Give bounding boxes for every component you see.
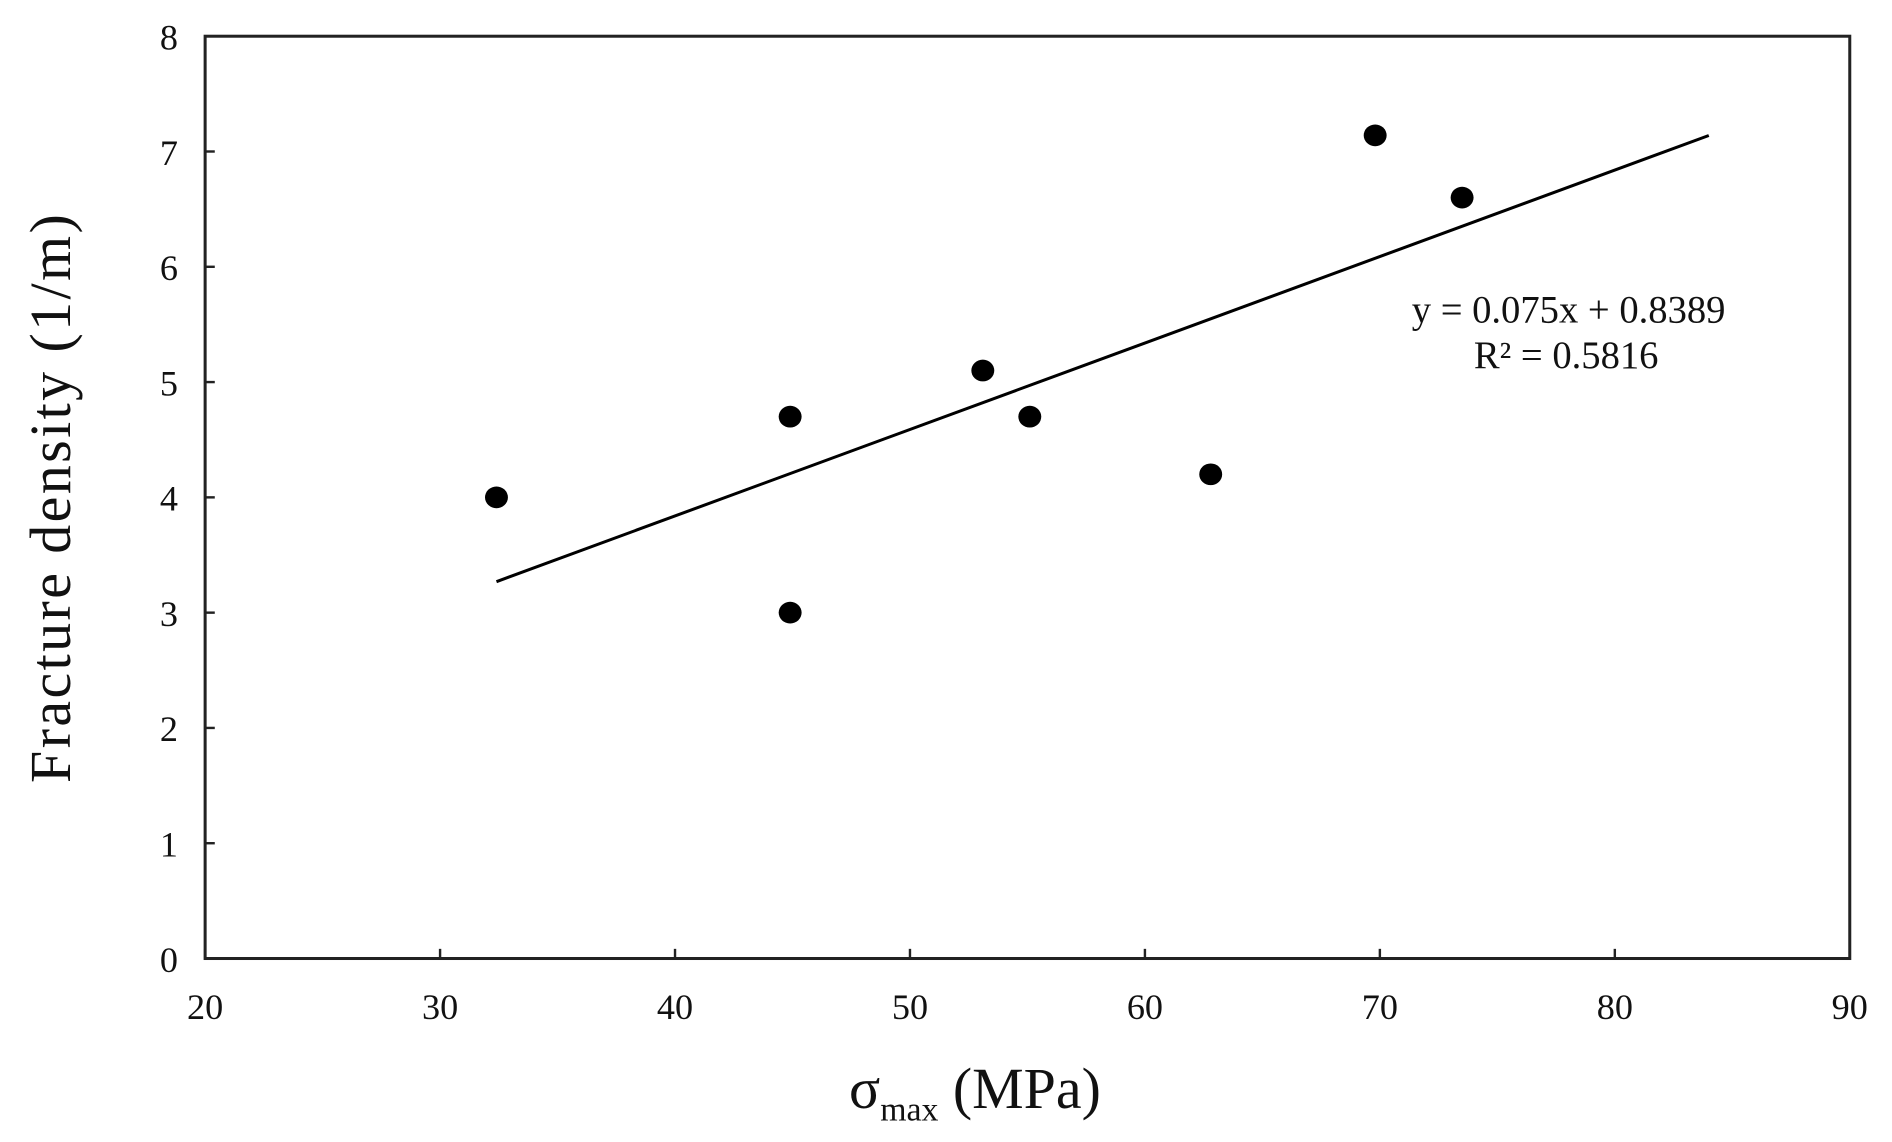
y-tick-label: 0 <box>160 940 178 980</box>
y-tick-label: 8 <box>160 17 178 57</box>
equation-label: y = 0.075x + 0.8389 <box>1412 289 1726 331</box>
x-tick-label: 90 <box>1832 987 1868 1027</box>
x-tick-label: 50 <box>892 987 928 1027</box>
ticks: 20 30 40 50 60 70 80 90 0 1 2 3 4 5 6 7 8 <box>160 17 1868 1026</box>
y-tick-label: 7 <box>160 133 178 173</box>
x-label-sigma: σ <box>849 1056 880 1121</box>
data-point <box>1199 463 1223 486</box>
data-point <box>1450 186 1474 209</box>
y-tick-label: 6 <box>160 248 178 288</box>
data-points <box>485 124 1474 624</box>
y-tick-label: 1 <box>160 824 178 864</box>
y-axis-label: Fracture density (1/m) <box>18 212 83 783</box>
x-tick-label: 30 <box>422 987 458 1027</box>
data-point <box>971 359 995 382</box>
y-tick-label: 4 <box>160 479 178 519</box>
data-point <box>485 486 508 509</box>
y-tick-label: 2 <box>160 709 178 749</box>
r-squared-label: R² = 0.5816 <box>1474 335 1659 377</box>
data-point <box>1363 124 1387 147</box>
x-tick-label: 40 <box>657 987 693 1027</box>
x-tick-label: 60 <box>1127 987 1163 1027</box>
x-tick-label: 20 <box>187 987 223 1027</box>
x-label-subscript: max <box>880 1091 938 1128</box>
data-point <box>778 405 802 428</box>
x-tick-label: 80 <box>1597 987 1633 1027</box>
data-point <box>778 601 802 624</box>
y-tick-label: 3 <box>160 594 178 634</box>
x-axis-label: σmax (MPa) <box>849 1056 1101 1128</box>
y-tick-label: 5 <box>160 363 178 403</box>
trendline <box>495 134 1710 584</box>
x-label-unit: (MPa) <box>938 1056 1100 1121</box>
x-tick-label: 70 <box>1362 987 1398 1027</box>
data-point <box>1018 405 1042 428</box>
